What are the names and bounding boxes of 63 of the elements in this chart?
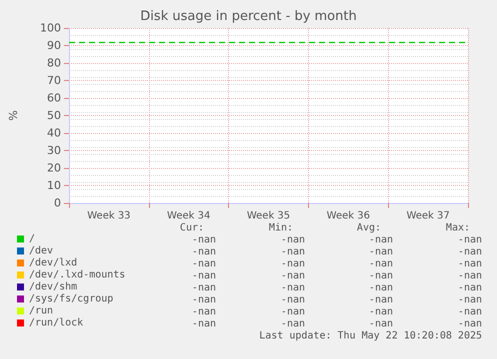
legend-label: /run/lock bbox=[29, 318, 84, 328]
text: Min: bbox=[268, 222, 294, 234]
text: -nan bbox=[368, 270, 394, 282]
text: -nan bbox=[280, 294, 306, 306]
text: -nan bbox=[192, 246, 216, 258]
text: -nan bbox=[458, 258, 482, 270]
legend-label: /dev/shm bbox=[29, 282, 78, 292]
text: -nan bbox=[368, 282, 394, 294]
text: -nan bbox=[368, 318, 394, 330]
text: -nan bbox=[458, 270, 482, 282]
text: -nan bbox=[280, 306, 306, 318]
text: -nan bbox=[280, 318, 306, 330]
legend-label: /dev/.lxd-mounts bbox=[29, 270, 126, 280]
text: Cur: bbox=[180, 222, 204, 234]
text: -nan bbox=[458, 282, 482, 294]
text: -nan bbox=[192, 258, 216, 270]
text: -nan bbox=[192, 234, 216, 246]
y-tick-label: 90 bbox=[47, 39, 61, 52]
legend-label: /run bbox=[29, 306, 54, 316]
text: -nan bbox=[280, 270, 306, 282]
chart-title: Disk usage in percent - by month bbox=[140, 9, 357, 24]
x-tick-label: Week 34 bbox=[167, 210, 210, 222]
x-tick-label: Week 33 bbox=[87, 210, 131, 222]
text: -nan bbox=[368, 306, 394, 318]
text: Avg: bbox=[356, 222, 382, 234]
text: -nan bbox=[192, 294, 216, 306]
text: -nan bbox=[280, 258, 306, 270]
y-tick-label: 20 bbox=[47, 162, 61, 174]
y-tick-label: 0 bbox=[54, 196, 61, 210]
text: Last update: Thu May 22 10:20:08 2025 bbox=[259, 330, 482, 342]
text: -nan bbox=[458, 306, 482, 318]
text: -nan bbox=[192, 318, 216, 330]
y-tick-label: 40 bbox=[47, 126, 61, 140]
text: -nan bbox=[368, 294, 394, 306]
x-tick-label: Week 36 bbox=[326, 210, 370, 222]
y-tick-label: 100 bbox=[40, 22, 61, 34]
text: -nan bbox=[458, 294, 482, 306]
legend-label: /dev/lxd bbox=[29, 258, 78, 268]
text: Max: bbox=[446, 222, 470, 234]
text: -nan bbox=[368, 234, 394, 246]
text: -nan bbox=[192, 282, 216, 294]
legend-label: /sys/fs/cgroup bbox=[29, 294, 114, 304]
x-tick-label: Week 35 bbox=[246, 210, 290, 222]
text: -nan bbox=[280, 282, 306, 294]
text: -nan bbox=[280, 246, 306, 258]
y-axis-title: % bbox=[7, 110, 20, 121]
y-tick-label: 80 bbox=[47, 56, 61, 70]
text: -nan bbox=[458, 246, 482, 258]
y-tick-label: 50 bbox=[47, 109, 61, 122]
text: -nan bbox=[280, 234, 306, 246]
text: -nan bbox=[458, 318, 482, 330]
text: -nan bbox=[192, 306, 216, 318]
text: -nan bbox=[368, 258, 394, 270]
y-tick-label: 70 bbox=[47, 74, 61, 87]
text: -nan bbox=[192, 270, 216, 282]
legend-label: / bbox=[29, 234, 36, 244]
x-tick-label: Week 37 bbox=[406, 210, 450, 222]
y-tick-label: 10 bbox=[47, 179, 61, 192]
y-tick-label: 30 bbox=[47, 144, 61, 157]
text: -nan bbox=[458, 234, 482, 246]
y-tick-label: 60 bbox=[47, 92, 61, 104]
legend-label: /dev bbox=[29, 246, 54, 256]
text: -nan bbox=[368, 246, 394, 258]
